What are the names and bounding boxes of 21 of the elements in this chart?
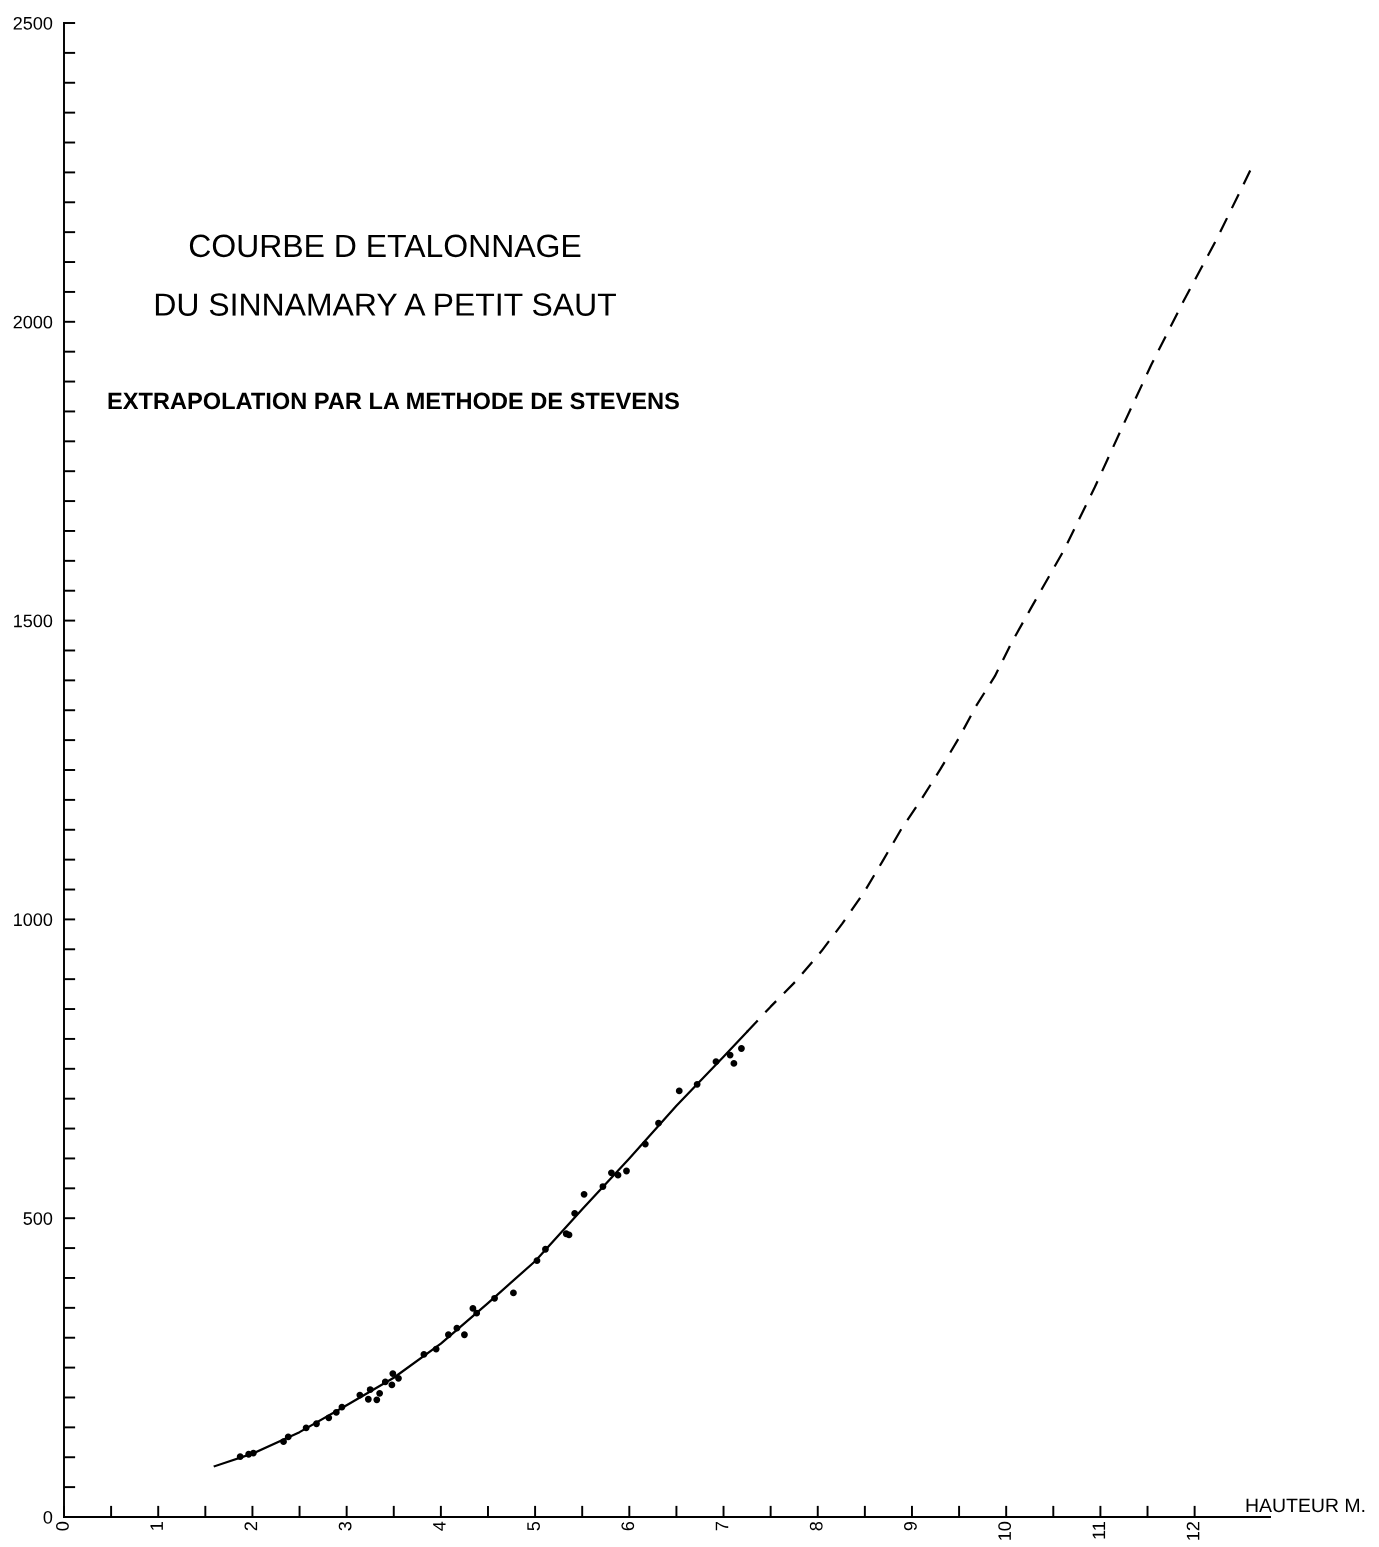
x-tick-label: 5 (527, 1521, 540, 1531)
x-tick-label: 3 (338, 1521, 352, 1531)
x-tick-label: 7 (715, 1522, 729, 1531)
x-tick-label: 10 (998, 1521, 1012, 1540)
y-tick-label: 1500 (14, 614, 53, 628)
text: COURBE D ETALONNAGE DU SINNAMARY A PETIT SAUT (155, 234, 616, 316)
y-tick-label: 1000 (14, 913, 53, 927)
x-tick-label: 0 (56, 1521, 69, 1531)
y-tick-label: 500 (23, 1212, 53, 1225)
text: EXTRAPOLATION PAR LA METHODE DE STEVENS (108, 392, 679, 410)
x-tick-label: 12 (1186, 1522, 1200, 1540)
y-tick-label: 2000 (13, 315, 53, 329)
x-tick-label: 9 (904, 1522, 917, 1531)
x-tick-label: 6 (621, 1521, 635, 1531)
x-tick-label: 2 (244, 1522, 258, 1531)
x-tick-label: 1 (150, 1522, 163, 1530)
x-axis-title: HAUTEUR M. (1246, 1498, 1365, 1513)
x-tick-label: 8 (809, 1521, 823, 1531)
x-tick-label: 11 (1092, 1522, 1106, 1539)
y-tick-label: 2500 (13, 16, 53, 30)
x-tick-label: 4 (433, 1521, 446, 1531)
